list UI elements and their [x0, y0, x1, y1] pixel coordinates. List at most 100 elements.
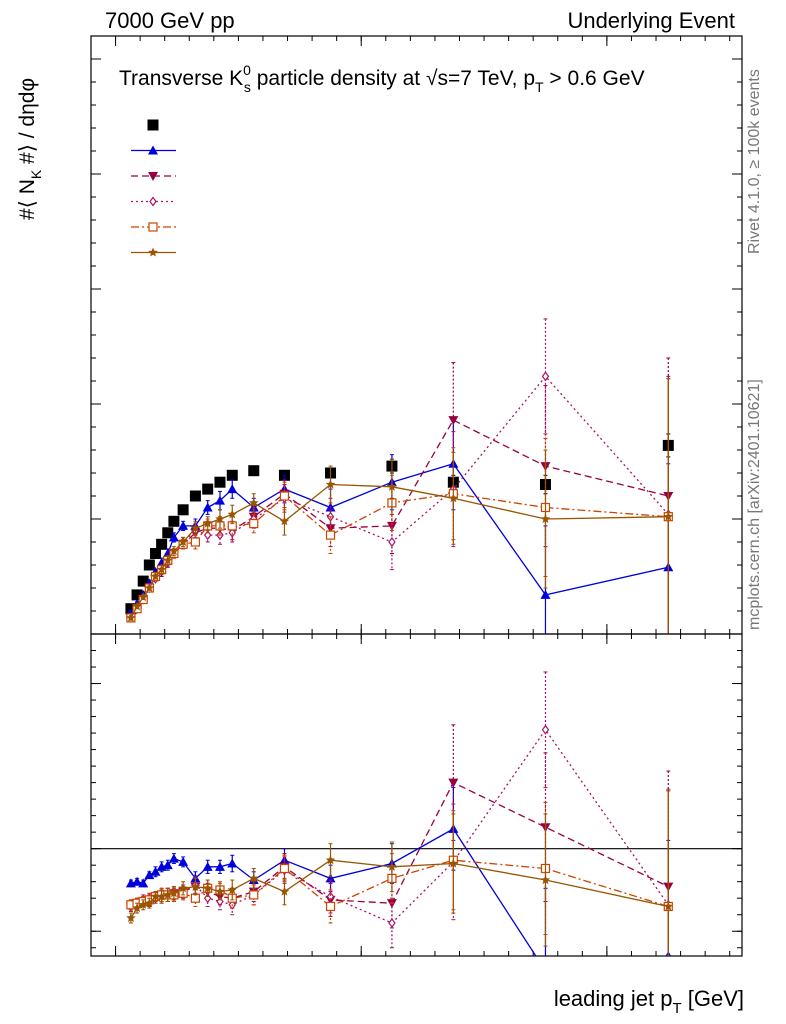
ratio-plot: leading jet pT [GeV] [90, 633, 744, 1017]
main-frame [90, 35, 743, 635]
header-left: 7000 GeV pp [105, 8, 235, 33]
main-line-3 [130, 375, 669, 619]
main-series-2 [125, 357, 674, 634]
ratio-point [387, 861, 397, 871]
ratio-point [163, 889, 173, 899]
legend-item [131, 247, 176, 257]
main-point [202, 483, 214, 495]
legend-marker [148, 222, 158, 232]
legend-item [131, 145, 176, 155]
ratio-point [178, 883, 188, 893]
ratio-point [448, 778, 459, 788]
ratio-point [249, 890, 259, 900]
ratio-series-2 [127, 671, 673, 956]
legend-marker [148, 145, 158, 155]
main-point [150, 571, 161, 581]
main-point [168, 515, 180, 527]
main-point [132, 601, 142, 611]
main-point [541, 371, 550, 382]
main-point [190, 537, 201, 547]
legend-marker [148, 247, 158, 257]
ratio-point [326, 891, 335, 902]
main-point [387, 481, 397, 491]
ratio-point [227, 858, 238, 868]
ratio-point [540, 875, 551, 885]
main-point [388, 537, 396, 547]
ratio-point [388, 917, 396, 928]
main-point [325, 530, 336, 540]
main-series-1 [125, 417, 674, 634]
header-right: Underlying Event [567, 8, 735, 33]
ratio-frame [90, 633, 743, 957]
ratio-point [215, 886, 225, 896]
ratio-line-0 [130, 828, 669, 956]
main-point [178, 537, 188, 546]
ratio-point [249, 873, 259, 883]
ratio-point [279, 863, 290, 874]
main-point [143, 559, 155, 571]
main-point [189, 490, 201, 502]
ratio-point [227, 884, 237, 894]
main-point [279, 516, 290, 526]
main-point [663, 511, 674, 521]
ratio-point [132, 876, 143, 886]
main-point [149, 548, 161, 559]
main-point [137, 575, 149, 587]
main-point [162, 527, 174, 539]
x-axis-label: leading jet pT [GeV] [554, 986, 744, 1017]
ratio-point [150, 891, 161, 901]
ratio-point [540, 966, 550, 975]
main-point [156, 564, 167, 574]
chart-title: Transverse K0 s particle density at √s=7 … [119, 62, 645, 95]
ratio-point [150, 866, 161, 876]
main-point [169, 546, 179, 556]
ratio-point [144, 898, 155, 908]
ratio-point [169, 888, 179, 898]
legend-item [131, 172, 176, 181]
main-point [279, 491, 290, 501]
main-series-5 [126, 378, 674, 634]
ratio-point [190, 893, 201, 903]
ratio-point [279, 886, 290, 896]
main-line-5 [130, 483, 669, 619]
main-point [248, 465, 260, 477]
main-point [540, 514, 551, 523]
ratio-point [162, 860, 173, 870]
main-point [448, 493, 459, 503]
ratio-point [325, 873, 336, 883]
main-point [214, 476, 226, 488]
ratio-line-1 [130, 781, 669, 908]
main-point [156, 538, 168, 550]
ratio-point [190, 881, 201, 891]
legend-marker [147, 119, 159, 131]
main-point [126, 612, 136, 622]
main-point [144, 583, 155, 592]
main-point [227, 484, 238, 494]
y-axis-label: #⟨ NK #⟩ / dηdφ [16, 78, 44, 220]
ratio-point [144, 870, 155, 880]
main-point [190, 523, 201, 533]
main-point [226, 469, 238, 481]
main-point [214, 495, 225, 505]
ratio-series-4 [126, 790, 674, 956]
legend-item [131, 222, 176, 232]
ratio-point [325, 901, 336, 912]
legend-marker [149, 196, 157, 207]
ratio-point [202, 883, 213, 893]
main-point [448, 416, 459, 426]
main-line-2 [130, 419, 669, 619]
main-plot: Transverse K0 s particle density at √s=7 … [16, 35, 743, 635]
main-point [202, 502, 213, 512]
ratio-line-2 [130, 728, 669, 924]
main-point [202, 518, 213, 528]
main-point [178, 520, 189, 530]
ratio-point [138, 878, 149, 888]
main-point [131, 589, 143, 601]
main-point [325, 479, 336, 489]
ratio-point [132, 903, 142, 913]
ratio-point [156, 891, 167, 901]
legend-item [147, 119, 159, 131]
ratio-point [214, 861, 225, 871]
legend-marker [148, 172, 158, 181]
